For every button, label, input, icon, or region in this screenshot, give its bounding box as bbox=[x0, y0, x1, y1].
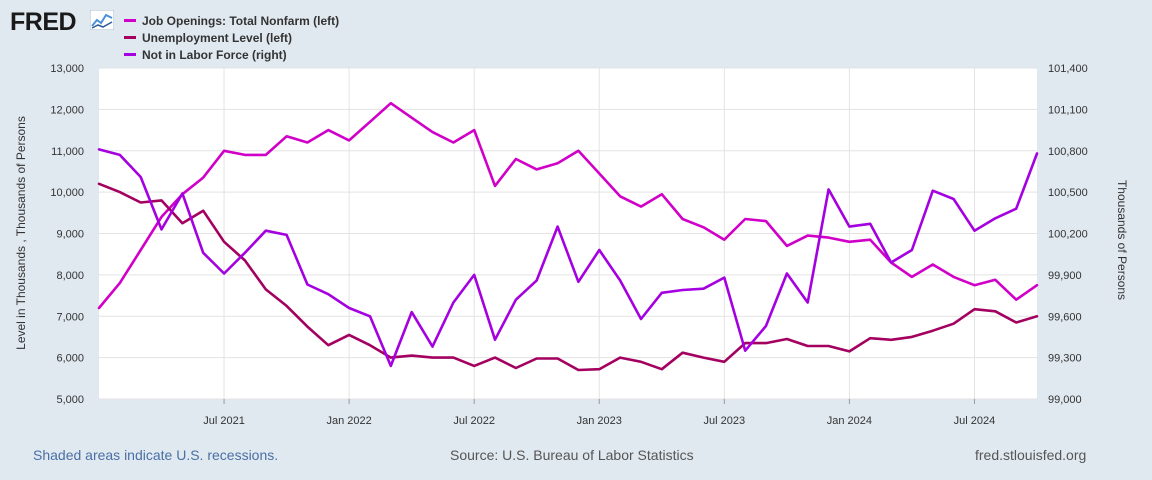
legend-label: Job Openings: Total Nonfarm (left) bbox=[142, 13, 340, 28]
legend-item-job-openings[interactable]: Job Openings: Total Nonfarm (left) bbox=[124, 12, 339, 29]
right-tick-label: 99,900 bbox=[1048, 270, 1082, 282]
x-tick-label: Jul 2021 bbox=[203, 415, 245, 427]
left-tick-label: 5,000 bbox=[56, 394, 84, 406]
recession-note: Shaded areas indicate U.S. recessions. bbox=[33, 447, 279, 463]
gridlines bbox=[99, 67, 1037, 400]
right-tick-label: 99,000 bbox=[1048, 394, 1082, 406]
left-tick-label: 12,000 bbox=[50, 104, 84, 116]
chart-legend: Job Openings: Total Nonfarm (left) Unemp… bbox=[124, 12, 339, 63]
legend-label: Not in Labor Force (right) bbox=[142, 47, 287, 62]
left-tick-label: 6,000 bbox=[56, 353, 84, 365]
source-note: Source: U.S. Bureau of Labor Statistics bbox=[450, 447, 694, 463]
x-tick-label: Jan 2023 bbox=[577, 415, 622, 427]
left-tick-label: 8,000 bbox=[56, 270, 84, 282]
left-tick-label: 10,000 bbox=[50, 187, 84, 199]
series-line-unemployment-level[interactable] bbox=[97, 182, 1039, 372]
left-tick-label: 13,000 bbox=[50, 63, 84, 75]
left-axis-ticks: 13,000 12,000 11,000 10,000 9,000 8,000 7,000 6… bbox=[50, 63, 84, 406]
left-tick-label: 7,000 bbox=[56, 311, 84, 323]
right-axis-ticks: 101,400 101,100 100,800 100,500 100,200 99,90… bbox=[1048, 63, 1088, 406]
right-tick-label: 100,200 bbox=[1048, 229, 1088, 241]
x-tick-label: Jan 2024 bbox=[827, 415, 872, 427]
line-chart: 13,000 12,000 11,000 10,000 9,000 8,000 7,000 6… bbox=[14, 63, 1129, 427]
right-tick-label: 99,300 bbox=[1048, 353, 1082, 365]
right-axis-label: Thousands of Persons bbox=[1115, 180, 1129, 300]
x-tick-label: Jul 2023 bbox=[704, 415, 746, 427]
source-url[interactable]: fred.stlouisfed.org bbox=[975, 447, 1087, 463]
legend-item-unemployment[interactable]: Unemployment Level (left) bbox=[124, 29, 339, 46]
left-tick-label: 11,000 bbox=[51, 146, 84, 158]
left-axis-label: Level in Thousands , Thousands of Person… bbox=[14, 116, 28, 350]
legend-label: Unemployment Level (left) bbox=[142, 30, 293, 45]
legend-item-not-in-labor-force[interactable]: Not in Labor Force (right) bbox=[124, 46, 339, 63]
legend-swatch-not-in-labor-force bbox=[124, 53, 136, 56]
right-tick-label: 100,500 bbox=[1048, 187, 1088, 199]
left-tick-label: 9,000 bbox=[56, 229, 84, 241]
fred-chart-icon bbox=[90, 10, 114, 30]
series-line-job-openings[interactable] bbox=[97, 101, 1039, 310]
legend-swatch-job-openings bbox=[124, 19, 136, 22]
right-tick-label: 99,600 bbox=[1048, 311, 1082, 323]
legend-swatch-unemployment bbox=[124, 36, 136, 39]
right-tick-label: 101,100 bbox=[1048, 104, 1088, 116]
right-tick-label: 101,400 bbox=[1048, 63, 1088, 75]
right-tick-label: 100,800 bbox=[1048, 146, 1088, 158]
fred-logo[interactable]: FRED bbox=[10, 8, 77, 36]
x-tick-label: Jan 2022 bbox=[327, 415, 372, 427]
x-axis-ticks: Jul 2021 Jan 2022 Jul 2022 Jan 2023 Jul 2023… bbox=[203, 399, 995, 427]
series-layer bbox=[97, 101, 1039, 372]
x-tick-label: Jul 2024 bbox=[954, 415, 996, 427]
series-line-not-in-labor-force[interactable] bbox=[97, 148, 1039, 368]
x-tick-label: Jul 2022 bbox=[453, 415, 495, 427]
